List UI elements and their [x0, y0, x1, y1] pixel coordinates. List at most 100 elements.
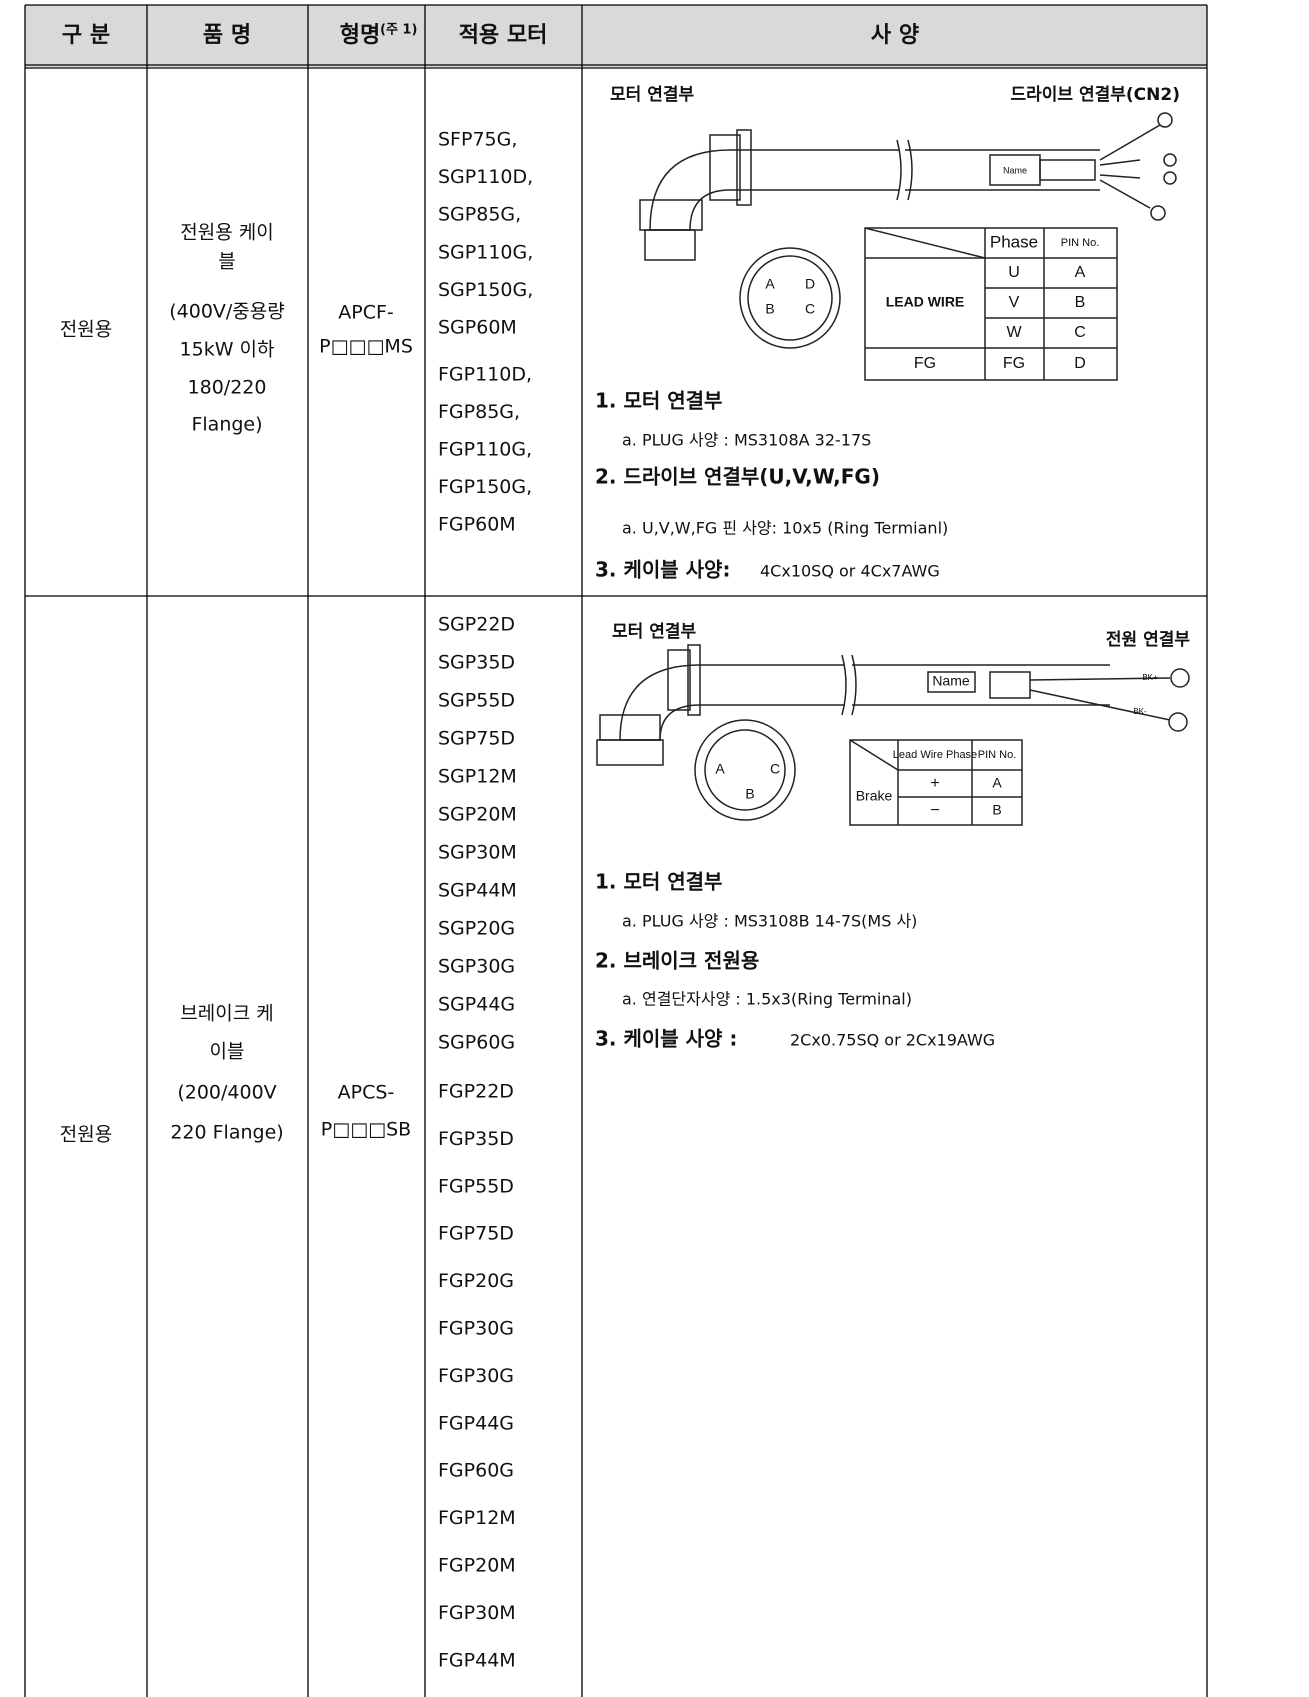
spec-detail: a. 연결단자사양 : 1.5x3(Ring Terminal)	[622, 990, 912, 1009]
table-head: PIN No.	[1061, 237, 1100, 249]
spec-detail: 4Cx10SQ or 4Cx7AWG	[760, 562, 940, 581]
motor: SGP20G	[438, 918, 515, 940]
motor: SGP110D,	[438, 166, 533, 188]
category: 전원용	[60, 319, 112, 341]
motor: SGP12M	[438, 766, 517, 788]
category: 전원용	[60, 1124, 112, 1146]
brake: Brake	[856, 788, 893, 804]
motor: FGP44M	[438, 1649, 516, 1671]
phase: V	[1009, 294, 1020, 311]
motor: FGP30M	[438, 1602, 516, 1624]
motor: SGP75D	[438, 728, 515, 750]
name-tag: Name	[1003, 165, 1027, 175]
motor: SGP30M	[438, 842, 517, 864]
pin: A	[765, 276, 775, 292]
motor: SGP22D	[438, 614, 515, 636]
header-bg	[25, 5, 1207, 67]
motor: FGP75D	[438, 1223, 514, 1245]
product-name: 이블	[210, 1041, 245, 1063]
motor: FGP12M	[438, 1507, 516, 1529]
motor: FGP30G	[438, 1318, 514, 1340]
motor: FGP22D	[438, 1081, 514, 1103]
product-name: 220 Flange)	[170, 1122, 283, 1144]
wire-tag: BK+	[1142, 673, 1158, 682]
pin: C	[805, 301, 815, 317]
spec-heading: 2. 브레이크 전원용	[595, 949, 759, 973]
product-name: 15kW 이하	[180, 339, 275, 361]
table-head: Lead Wire Phase	[893, 749, 977, 761]
pin-no: B	[1075, 294, 1086, 311]
diagram-label: 전원 연결부	[1106, 630, 1190, 650]
pin-no: B	[992, 802, 1001, 818]
diagram-label: 모터 연결부	[610, 85, 694, 105]
phase: U	[1008, 264, 1020, 281]
pin: C	[770, 761, 780, 777]
spec-heading: 3. 케이블 사양:	[595, 558, 730, 582]
model-code: APCF-	[338, 302, 394, 324]
motor: SGP30G	[438, 956, 515, 978]
lead-wire: LEAD WIRE	[886, 294, 965, 310]
table-head: Phase	[990, 232, 1038, 251]
motor: FGP60M	[438, 514, 516, 536]
motor: SFP75G,	[438, 129, 517, 151]
motor: FGP110D,	[438, 364, 532, 386]
motor: SGP55D	[438, 690, 515, 712]
phase: W	[1006, 324, 1022, 341]
header-cell: 품 명	[203, 23, 251, 48]
motor: FGP60G	[438, 1460, 514, 1482]
model-code: P□□□SB	[321, 1119, 411, 1141]
wire-tag: BK-	[1133, 707, 1147, 716]
pin: A	[715, 761, 725, 777]
table-head: PIN No.	[978, 749, 1017, 761]
motor: SGP20M	[438, 804, 517, 826]
motor: SGP85G,	[438, 204, 521, 226]
spec-heading: 1. 모터 연결부	[595, 870, 722, 894]
motor: FGP150G,	[438, 476, 532, 498]
motor: FGP110G,	[438, 439, 532, 461]
spec-detail: a. U,V,W,FG 핀 사양: 10x5 (Ring Termianl)	[622, 519, 948, 538]
diagram-label: 드라이브 연결부(CN2)	[1011, 85, 1180, 105]
pin: B	[765, 301, 774, 317]
header-cell: 사 양	[871, 23, 919, 48]
spec-detail: a. PLUG 사양 : MS3108A 32-17S	[622, 431, 871, 450]
motor: SGP60M	[438, 317, 517, 339]
diagram-label: 모터 연결부	[612, 622, 696, 642]
header-note: (주 1)	[380, 23, 417, 38]
motor: SGP35D	[438, 652, 515, 674]
header-cell: 형명	[340, 23, 380, 48]
fg: D	[1074, 355, 1086, 372]
motor: FGP20G	[438, 1270, 514, 1292]
motor: SGP110G,	[438, 241, 533, 263]
motor: FGP85G,	[438, 401, 520, 423]
motor: FGP35D	[438, 1128, 514, 1150]
spec-heading: 2. 드라이브 연결부(U,V,W,FG)	[595, 465, 880, 489]
phase: −	[930, 802, 939, 819]
spec-detail: a. PLUG 사양 : MS3108B 14-7S(MS 사)	[622, 912, 917, 931]
fg: FG	[914, 355, 936, 372]
motor: SGP44M	[438, 880, 517, 902]
header-cell: 적용 모터	[459, 23, 548, 48]
grid	[24, 4, 1208, 1697]
product-name: 180/220	[188, 377, 267, 399]
pin: B	[745, 786, 754, 802]
pin: D	[805, 276, 815, 292]
cable-drawing-2	[596, 644, 1190, 826]
spec-heading: 1. 모터 연결부	[595, 389, 722, 413]
product-name: 블	[218, 251, 235, 273]
motor: SGP60G	[438, 1032, 515, 1054]
product-name: Flange)	[191, 414, 262, 436]
product-name: (200/400V	[177, 1082, 276, 1104]
product-name: 브레이크 케	[180, 1003, 273, 1025]
motor: SGP150G,	[438, 279, 533, 301]
motor: SGP44G	[438, 994, 515, 1016]
fg: FG	[1003, 355, 1025, 372]
model-code: APCS-	[338, 1082, 395, 1104]
header-cell: 구 분	[62, 23, 110, 48]
phase: +	[930, 775, 939, 792]
pin-no: C	[1074, 324, 1086, 341]
motor: FGP20M	[438, 1555, 516, 1577]
pin-no: A	[992, 775, 1002, 791]
motor: FGP30G	[438, 1365, 514, 1387]
motor: FGP44G	[438, 1412, 514, 1434]
